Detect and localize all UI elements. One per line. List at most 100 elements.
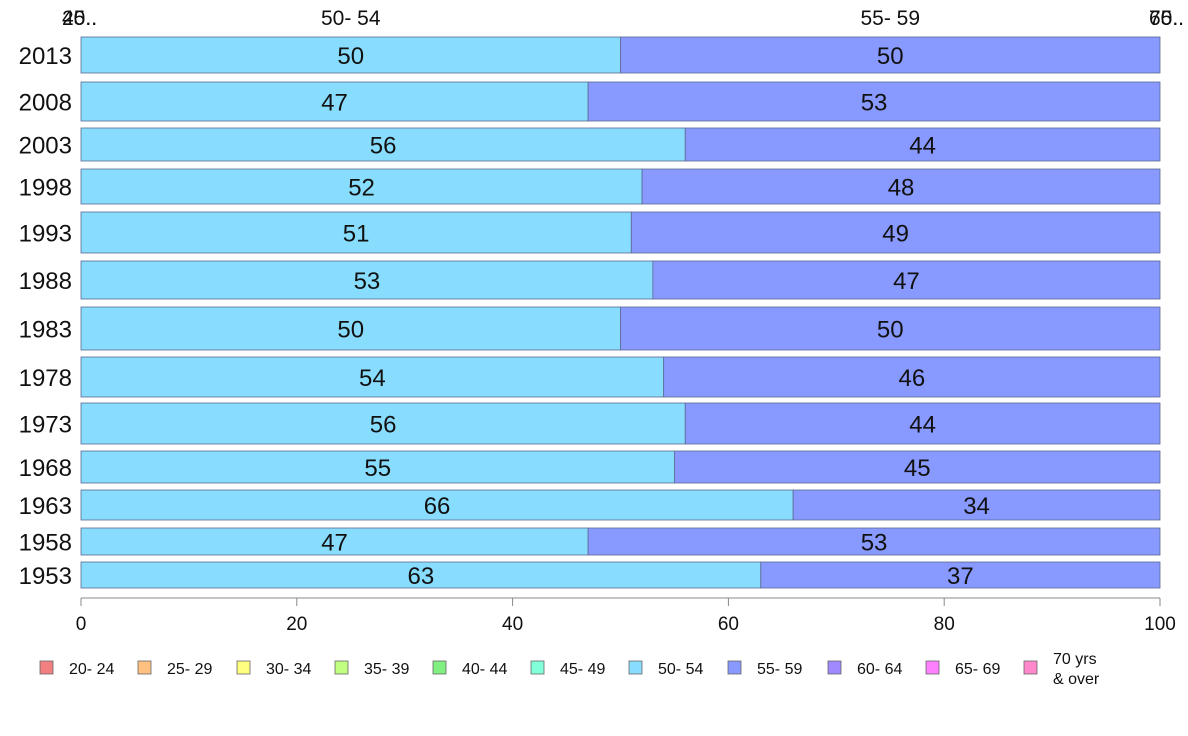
value-label-1963-50-54: 66 (424, 493, 451, 520)
bar-1998-55-59 (641, 168, 1161, 205)
top-label-45: 45.. (62, 7, 97, 30)
legend-item-45-49: 45- 49 (530, 660, 605, 678)
y-tick-1988: 1988 (19, 268, 72, 295)
y-tick-2008: 2008 (19, 90, 72, 117)
bar-1983-55-59 (620, 306, 1161, 351)
bar-1988-55-59 (652, 260, 1161, 300)
legend-label-40-44: 40- 44 (462, 661, 507, 678)
y-tick-1998: 1998 (19, 175, 72, 202)
bar-1963-55-59 (792, 489, 1161, 521)
top-label-70: 70.. (1149, 7, 1184, 30)
value-label-2003-55-59: 44 (909, 133, 936, 160)
value-label-1978-55-59: 46 (898, 365, 925, 392)
value-labels: 50 50 47 53 56 44 52 48 51 49 53 47 50 50 54 46 56 44 55 45… (321, 43, 990, 590)
x-tick-100: 100 (1144, 614, 1176, 635)
x-tick-80: 80 (934, 614, 955, 635)
value-label-2003-50-54: 56 (370, 133, 397, 160)
y-tick-2013: 2013 (19, 43, 72, 70)
bar-1953-55-59 (760, 561, 1161, 589)
legend-swatch-65-69 (925, 660, 940, 675)
value-label-1958-50-54: 47 (321, 530, 348, 557)
bar-1993-55-59 (630, 211, 1161, 254)
legend-label-20-24: 20- 24 (69, 661, 114, 678)
value-label-1993-50-54: 51 (343, 221, 370, 248)
legend-swatch-30-34 (236, 660, 251, 675)
y-tick-1978: 1978 (19, 365, 72, 392)
legend-label-50-54: 50- 54 (658, 661, 703, 678)
bar-1978-50-54 (80, 356, 665, 398)
y-tick-1953: 1953 (19, 563, 72, 590)
value-label-1973-50-54: 56 (370, 412, 397, 439)
bar-2013-50-54 (80, 36, 621, 74)
top-label-20: 20.. (62, 7, 97, 30)
value-label-2013-55-59: 50 (877, 43, 904, 70)
y-tick-1973: 1973 (19, 412, 72, 439)
value-label-1993-55-59: 49 (882, 221, 909, 248)
value-label-1988-55-59: 47 (893, 268, 920, 295)
y-tick-1963: 1963 (19, 493, 72, 520)
value-label-2013-50-54: 50 (337, 43, 364, 70)
legend-label-65-69: 65- 69 (955, 661, 1000, 678)
x-tick-0: 0 (76, 614, 87, 635)
y-tick-1983: 1983 (19, 317, 72, 344)
legend-item-25-29: 25- 29 (137, 660, 212, 678)
bar-2013-55-59 (620, 36, 1161, 74)
legend-label-35-39: 35- 39 (364, 661, 409, 678)
bar-1973-55-59 (684, 402, 1161, 445)
legend-swatch-50-54 (628, 660, 643, 675)
top-label-65: 65.. (1149, 7, 1184, 30)
value-label-1963-55-59: 34 (963, 493, 990, 520)
legend-label-60-64: 60- 64 (857, 661, 902, 678)
bar-1988-50-54 (80, 260, 654, 300)
value-label-1998-55-59: 48 (888, 175, 915, 202)
legend-swatch-45-49 (530, 660, 545, 675)
legend-swatch-70-yrs-and-over (1023, 660, 1038, 675)
legend-item-20-24: 20- 24 (39, 660, 114, 678)
bar-1978-55-59 (663, 356, 1161, 398)
legend-item-40-44: 40- 44 (432, 660, 507, 678)
legend-label-45-49: 45- 49 (560, 661, 605, 678)
bar-2008-50-54 (80, 81, 589, 122)
legend-swatch-55-59 (727, 660, 742, 675)
legend-item-70-yrs-and-over: 70 yrs & over (1023, 651, 1100, 688)
top-label-55-59: 55- 59 (860, 7, 920, 30)
legend-swatch-35-39 (334, 660, 349, 675)
top-label-50-54: 50- 54 (321, 7, 381, 30)
value-label-1998-50-54: 52 (348, 175, 375, 202)
bars (80, 36, 1161, 589)
bar-1993-50-54 (80, 211, 632, 254)
value-label-1973-55-59: 44 (909, 412, 936, 439)
bar-2003-50-54 (80, 127, 686, 162)
legend: 20- 24 25- 29 30- 34 35- 39 40- 44 45- 49 50- … (39, 651, 1100, 688)
legend-label-55-59: 55- 59 (757, 661, 802, 678)
top-segment-labels: 20..45.. 50- 54 55- 59 65..70.. (62, 7, 1184, 30)
y-tick-2003: 2003 (19, 133, 72, 160)
legend-swatch-60-64 (827, 660, 842, 675)
legend-item-30-34: 30- 34 (236, 660, 311, 678)
bar-1968-50-54 (80, 450, 675, 484)
x-tick-20: 20 (286, 614, 307, 635)
bar-1983-50-54 (80, 306, 621, 351)
legend-label-70-yrs-and-over: 70 yrs & over (1053, 651, 1100, 688)
legend-label-30-34: 30- 34 (266, 661, 311, 678)
value-label-1968-55-59: 45 (904, 455, 931, 482)
value-label-1953-50-54: 63 (408, 563, 435, 590)
value-label-1978-50-54: 54 (359, 365, 386, 392)
bar-2008-55-59 (587, 81, 1161, 122)
bar-2003-55-59 (684, 127, 1161, 162)
bar-1958-55-59 (587, 527, 1161, 556)
value-label-1983-55-59: 50 (877, 317, 904, 344)
value-label-1983-50-54: 50 (337, 317, 364, 344)
y-axis: 2013 2008 2003 1998 1993 1988 1983 1978 1973 1968… (19, 43, 72, 590)
legend-item-60-64: 60- 64 (827, 660, 902, 678)
legend-swatch-40-44 (432, 660, 447, 675)
bar-1998-50-54 (80, 168, 643, 205)
legend-swatch-25-29 (137, 660, 152, 675)
legend-label-25-29: 25- 29 (167, 661, 212, 678)
value-label-1958-55-59: 53 (861, 530, 888, 557)
value-label-1988-50-54: 53 (354, 268, 381, 295)
x-tick-40: 40 (502, 614, 523, 635)
legend-item-55-59: 55- 59 (727, 660, 802, 678)
y-tick-1968: 1968 (19, 455, 72, 482)
